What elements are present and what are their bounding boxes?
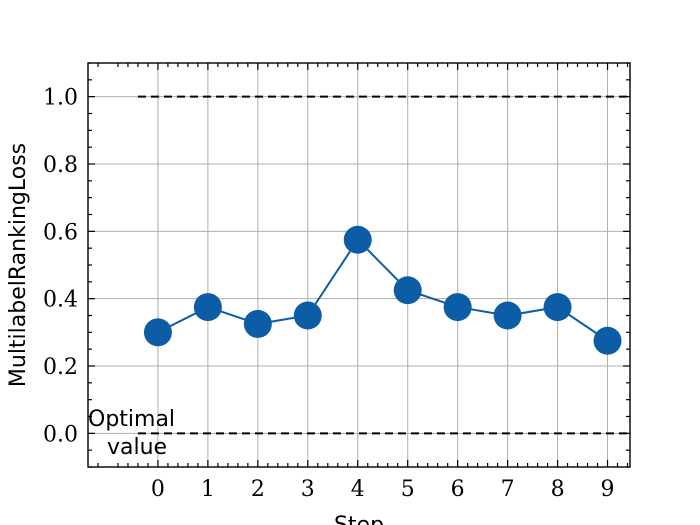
y-tick-label: 0.4 [43,288,78,313]
x-tick-label: 8 [551,477,565,502]
x-tick-label: 7 [501,477,515,502]
y-tick-label: 1.0 [43,86,78,111]
x-tick-label: 4 [351,477,365,502]
x-tick-label: 9 [601,477,615,502]
x-tick-label: 3 [301,477,315,502]
data-point [343,225,372,254]
data-point [393,276,422,305]
axis-ticks [88,62,630,468]
data-point [143,318,172,347]
tick-labels: 0 1 2 3 4 5 6 7 8 9 0.0 0.2 0.4 0.6 0.8 1.0 [43,86,615,502]
y-tick-label: 0.8 [43,153,78,178]
x-tick-label: 6 [451,477,465,502]
data-point [443,293,472,322]
y-tick-label: 0.2 [43,355,78,380]
optimal-annotation-line2: value [107,435,167,460]
reference-lines [137,95,630,435]
y-tick-label: 0.0 [43,422,78,447]
data-point [493,301,522,330]
series-line [157,238,609,342]
x-tick-label: 2 [251,477,265,502]
y-tick-label: 0.6 [43,220,78,245]
x-tick-label: 1 [201,477,215,502]
optimal-annotation-line1: Optimal [88,407,175,432]
x-axis-title: Step [334,513,384,525]
data-point [543,293,572,322]
data-point [593,326,622,355]
y-axis-title: MultilabelRankingLoss [6,143,31,387]
x-tick-label: 0 [151,477,165,502]
data-point [293,301,322,330]
series [143,225,622,355]
x-tick-label: 5 [401,477,415,502]
data-point [243,309,272,338]
data-point [193,293,222,322]
